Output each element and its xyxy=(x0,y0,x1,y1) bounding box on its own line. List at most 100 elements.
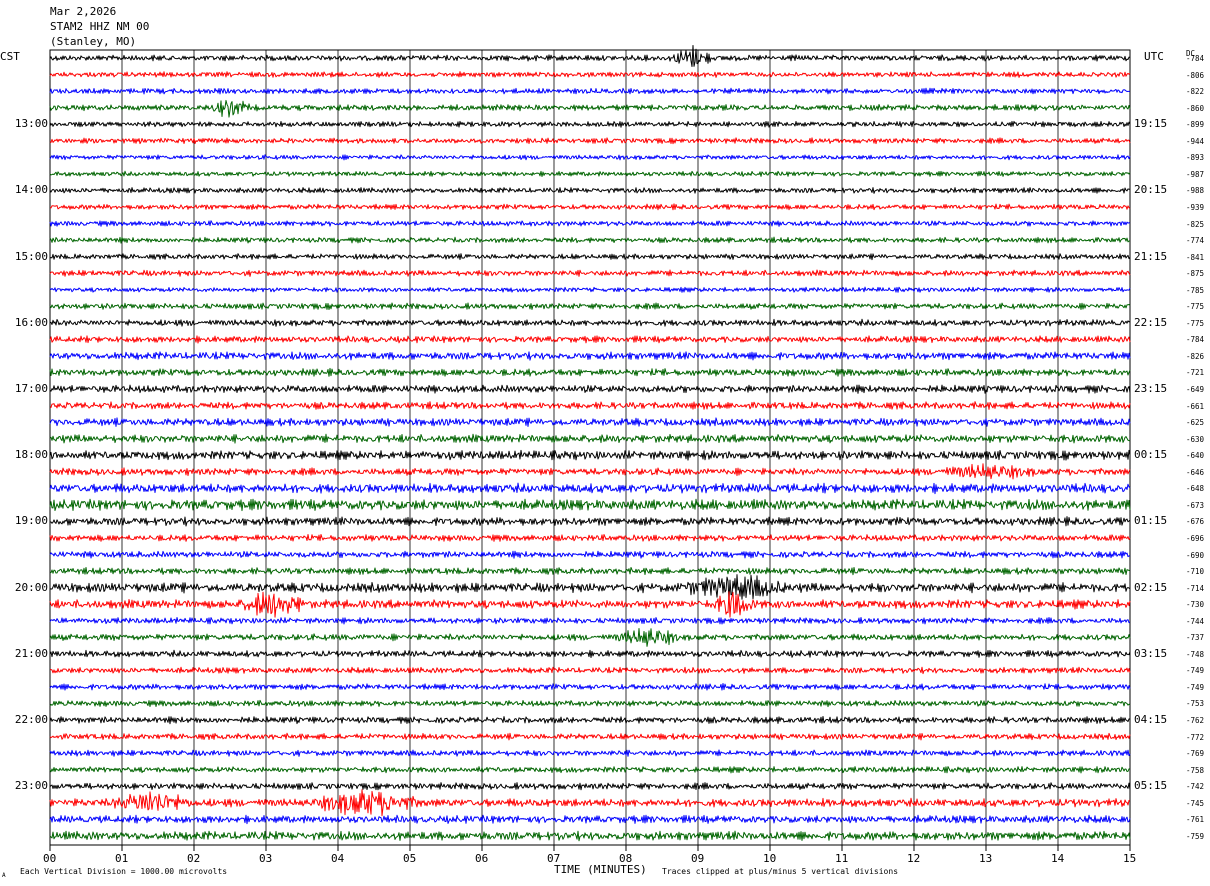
seismic-trace-40 xyxy=(49,715,1131,725)
cst-hour-label: 18:00 xyxy=(14,448,48,462)
x-tick-label: 15 xyxy=(1123,852,1137,865)
seismic-trace-46 xyxy=(49,814,1131,825)
utc-hour-label: 23:15 xyxy=(1134,382,1168,395)
seismic-trace-28 xyxy=(49,516,1131,527)
dc-offset-label: -988 xyxy=(1186,186,1205,196)
seismic-trace-45 xyxy=(49,789,1131,817)
seismic-trace-21 xyxy=(49,401,1131,410)
seismic-trace-22 xyxy=(49,417,1131,427)
x-tick-label: 02 xyxy=(187,852,201,865)
dc-offset-label: -696 xyxy=(1186,533,1205,543)
dc-offset-label: -748 xyxy=(1186,649,1205,659)
seismic-trace-17 xyxy=(49,335,1131,344)
dc-offset-label: -769 xyxy=(1186,749,1205,759)
seismic-trace-3 xyxy=(49,99,1131,118)
dc-offset-label: -825 xyxy=(1186,219,1205,229)
dc-offset-label: -775 xyxy=(1186,318,1205,328)
dc-offset-label: -944 xyxy=(1186,136,1205,146)
seismic-trace-38 xyxy=(49,682,1131,691)
utc-hour-label: 05:15 xyxy=(1134,779,1168,793)
dc-offset-label: -721 xyxy=(1186,368,1205,378)
seismic-trace-14 xyxy=(49,286,1131,293)
dc-offset-label: -749 xyxy=(1186,682,1205,692)
x-tick-label: 07 xyxy=(547,852,561,865)
seismic-trace-44 xyxy=(49,782,1131,791)
dc-offset-label: -785 xyxy=(1186,285,1205,295)
x-tick-label: 11 xyxy=(835,852,849,865)
left-timezone-label: CST xyxy=(0,50,20,63)
dc-offset-label: -649 xyxy=(1186,385,1205,394)
seismic-trace-42 xyxy=(49,749,1131,757)
seismic-trace-20 xyxy=(49,384,1131,394)
seismic-trace-47 xyxy=(49,830,1131,842)
seismic-trace-37 xyxy=(49,666,1131,675)
cst-hour-label: 19:00 xyxy=(14,514,48,528)
seismic-trace-29 xyxy=(49,533,1131,542)
cst-hour-label: 23:00 xyxy=(14,779,48,793)
right-timezone-label: UTC xyxy=(1144,50,1164,63)
dc-offset-label: -742 xyxy=(1186,782,1205,792)
x-tick-label: 10 xyxy=(763,852,777,865)
dc-offset-label: -646 xyxy=(1186,467,1205,477)
utc-hour-label: 21:15 xyxy=(1134,249,1168,263)
seismic-trace-1 xyxy=(49,71,1131,78)
dc-offset-label: -775 xyxy=(1186,302,1205,312)
dc-offset-label: -784 xyxy=(1186,335,1205,345)
x-tick-label: 12 xyxy=(907,852,921,865)
seismic-trace-39 xyxy=(49,699,1131,708)
seismic-trace-27 xyxy=(49,498,1131,512)
utc-hour-label: 20:15 xyxy=(1134,183,1168,197)
seismic-trace-34 xyxy=(49,616,1131,625)
dc-offset-label: -737 xyxy=(1186,633,1205,643)
seismic-trace-43 xyxy=(49,765,1131,774)
cst-hour-label: 21:00 xyxy=(14,646,48,660)
dc-offset-label: -939 xyxy=(1186,202,1205,212)
scale-note: Each Vertical Division = 1000.00 microvo… xyxy=(20,867,228,876)
cst-hour-label: 13:00 xyxy=(14,117,48,131)
dc-offset-label: -759 xyxy=(1186,831,1205,841)
dc-offset-label: -744 xyxy=(1186,616,1205,626)
dc-offset-label: -625 xyxy=(1186,418,1205,428)
dc-offset-label: -673 xyxy=(1186,500,1205,510)
dc-offset-label: -899 xyxy=(1186,120,1205,130)
x-tick-label: 06 xyxy=(475,852,489,865)
dc-offset-label: -676 xyxy=(1186,517,1205,527)
dc-offset-label: -761 xyxy=(1186,815,1205,825)
seismic-trace-16 xyxy=(49,318,1131,327)
cst-hour-label: 22:00 xyxy=(14,713,48,726)
utc-hour-label: 22:15 xyxy=(1134,315,1168,329)
plot-frame xyxy=(49,49,1131,846)
x-tick-label: 01 xyxy=(115,852,129,865)
dc-offset-label: -822 xyxy=(1186,87,1205,97)
dc-offset-label: -860 xyxy=(1186,103,1205,113)
x-tick-label: 09 xyxy=(691,852,705,865)
dc-offset-label: -745 xyxy=(1186,798,1205,808)
cst-hour-label: 15:00 xyxy=(14,249,48,263)
station-code: STAM2 HHZ NM 00 xyxy=(50,20,150,33)
dc-offset-label: -640 xyxy=(1186,451,1205,461)
dc-offset-label: -987 xyxy=(1186,169,1205,179)
dc-offset-label: -690 xyxy=(1186,550,1205,560)
x-axis-title: TIME (MINUTES) xyxy=(554,863,647,876)
x-tick-label: 00 xyxy=(43,852,57,865)
seismic-trace-12 xyxy=(49,253,1131,261)
utc-hour-label: 02:15 xyxy=(1134,580,1168,594)
cst-hour-label: 20:00 xyxy=(14,580,48,594)
utc-hour-label: 03:15 xyxy=(1134,646,1168,660)
x-tick-label: 14 xyxy=(1051,852,1065,865)
dc-offset-label: -806 xyxy=(1186,70,1205,80)
corner-mark: A xyxy=(2,872,6,879)
dc-offset-label: -875 xyxy=(1186,269,1205,279)
seismic-trace-23 xyxy=(49,433,1131,444)
x-tick-label: 13 xyxy=(979,852,993,865)
seismic-trace-26 xyxy=(49,482,1131,495)
cst-hour-label: 17:00 xyxy=(14,382,48,395)
seismic-trace-8 xyxy=(49,187,1131,194)
seismic-trace-0 xyxy=(49,44,1131,68)
seismic-trace-18 xyxy=(49,351,1131,361)
dc-offset-label: -749 xyxy=(1186,666,1205,676)
seismic-trace-7 xyxy=(49,170,1131,178)
seismic-trace-6 xyxy=(49,154,1131,161)
dc-offset-label: -710 xyxy=(1186,567,1205,577)
